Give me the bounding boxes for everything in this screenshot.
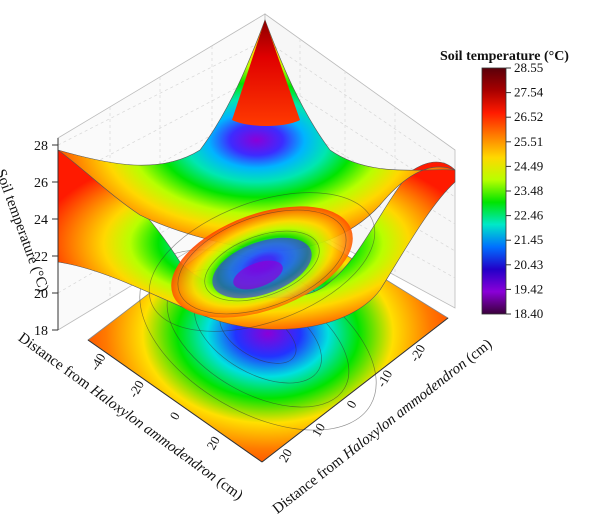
colorbar-label: 25.51 [514, 134, 543, 149]
z-axis-tick-label: 24 [34, 213, 48, 228]
colorbar-label: 22.46 [514, 208, 544, 223]
colorbar-label: 23.48 [514, 183, 543, 198]
colorbar-label: 21.45 [514, 232, 543, 247]
x-axis-tick-label: -40 [87, 351, 109, 374]
colorbar-gradient [481, 67, 507, 315]
colorbar-label: 18.40 [514, 306, 543, 321]
colorbar-label: 19.42 [514, 281, 543, 296]
z-axis-tick-label: 28 [34, 139, 48, 154]
colorbar-label: 24.49 [514, 158, 543, 173]
colorbar-label: 26.52 [514, 109, 543, 124]
colorbar-label: 27.54 [514, 85, 544, 100]
temperature-surface [57, 19, 456, 332]
colorbar-label: 28.55 [514, 60, 543, 75]
z-axis-tick-label: 22 [34, 250, 48, 265]
y-axis-tick-label: 20 [276, 446, 295, 465]
colorbar-title: Soil temperature (°C) [440, 49, 569, 64]
z-axis-tick-label: 26 [34, 176, 48, 191]
z-axis-tick-label: 20 [34, 287, 48, 302]
x-axis-tick-label: -20 [125, 378, 147, 401]
y-axis-tick-label: 0 [343, 398, 359, 411]
x-axis-tick-label: 0 [167, 409, 183, 422]
colorbar: Soil temperature (°C) 28.55 27.54 26.52 25.… [440, 49, 569, 321]
z-axis-tick-label: 18 [34, 324, 48, 339]
x-axis-tick-label: 20 [203, 433, 222, 452]
colorbar-label: 20.43 [514, 257, 543, 272]
y-axis-tick-label: -10 [374, 367, 396, 390]
y-axis-tick-label: 10 [309, 420, 328, 439]
